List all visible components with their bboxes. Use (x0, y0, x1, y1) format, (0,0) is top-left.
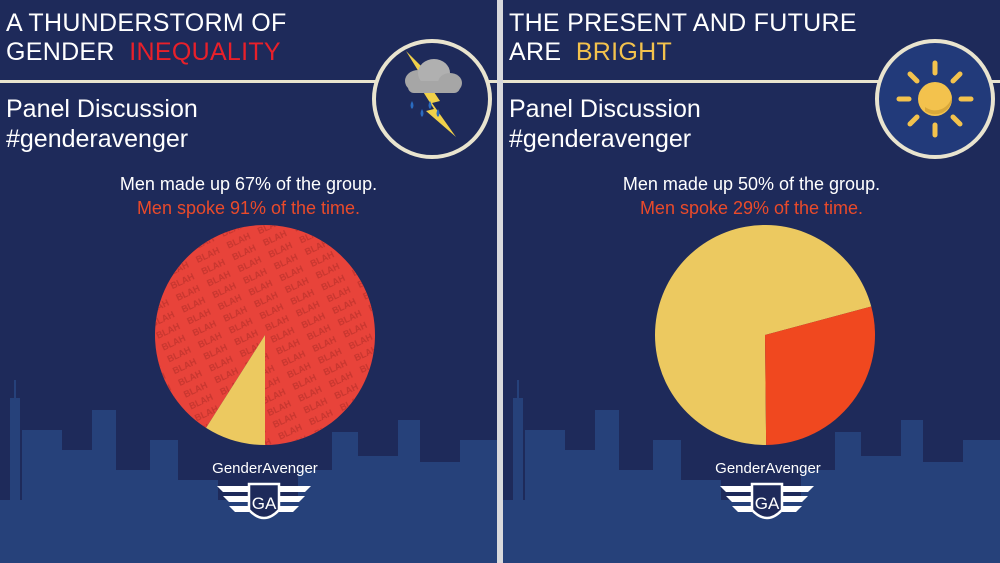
stat-group-share: Men made up 67% of the group. (119, 174, 378, 194)
stat-group-share: Men made up 50% of the group. (622, 174, 881, 194)
panel-title: THE PRESENT AND FUTURE ARE BRIGHT (509, 9, 857, 67)
title-highlight: INEQUALITY (129, 38, 281, 66)
city-skyline (503, 380, 1000, 563)
stat-time-share: Men spoke 29% of the time. (639, 198, 864, 218)
panel-divider (497, 0, 503, 563)
subtitle-line-1: Panel Discussion (6, 95, 198, 123)
panel-subtitle: Panel Discussion #genderavenger (509, 94, 701, 154)
panel-subtitle: Panel Discussion #genderavenger (6, 94, 198, 154)
title-line-1: THE PRESENT AND FUTURE (509, 9, 857, 37)
title-divider (0, 80, 497, 83)
subtitle-line-1: Panel Discussion (509, 95, 701, 123)
title-line-2-prefix: GENDER (6, 38, 115, 66)
pie-slice-women (654, 224, 872, 445)
sun-icon (875, 39, 995, 159)
logo-letters: GA (755, 494, 780, 513)
stat-time-share: Men spoke 91% of the time. (136, 198, 361, 218)
title-line-2-prefix: ARE (509, 38, 562, 66)
subtitle-hashtag: #genderavenger (509, 125, 692, 153)
title-line-1: A THUNDERSTORM OF (6, 9, 287, 37)
title-divider (503, 80, 1000, 83)
pie-slice-women (206, 335, 265, 445)
thunderstorm-icon (372, 39, 492, 159)
panel-title: A THUNDERSTORM OF GENDER INEQUALITY (6, 9, 287, 67)
brand-name: GenderAvenger (715, 460, 821, 477)
subtitle-hashtag: #genderavenger (6, 125, 189, 153)
pie-chart-right (654, 224, 875, 445)
genderavenger-logo: GA (217, 482, 311, 520)
brand-name: GenderAvenger (212, 460, 318, 477)
panel-thunderstorm: A THUNDERSTORM OF GENDER INEQUALITY Pane… (0, 0, 497, 563)
title-highlight: BRIGHT (575, 38, 673, 66)
pie-slice-men (765, 306, 875, 445)
genderavenger-logo: GA (720, 482, 814, 520)
pie-chart-left: BLAH (155, 225, 375, 445)
logo-letters: GA (252, 494, 277, 513)
panel-bright: THE PRESENT AND FUTURE ARE BRIGHT Panel … (503, 0, 1000, 563)
